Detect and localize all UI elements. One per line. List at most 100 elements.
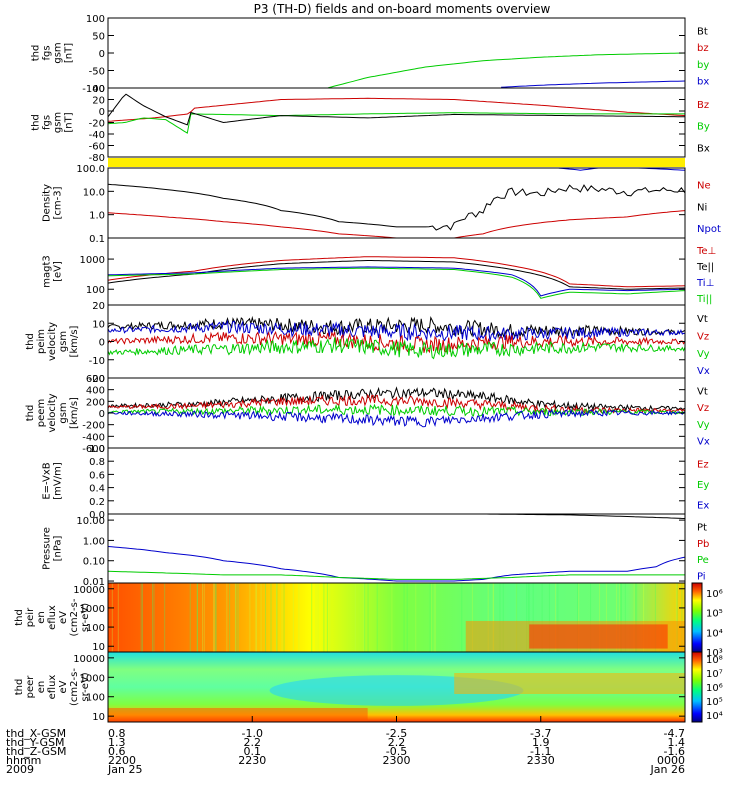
legend-entry: Te⊥	[696, 246, 716, 257]
spectrogram-stripe	[235, 583, 237, 652]
spectrogram-stripe	[557, 583, 559, 652]
legend-entry: Vz	[697, 331, 709, 342]
y-tick-label: -40	[89, 130, 105, 141]
series-Vx-line	[107, 319, 686, 342]
legend-entry: Pb	[697, 539, 709, 550]
y-axis-title-line: sr-eV)	[80, 603, 91, 632]
spectrogram-stripe	[298, 583, 300, 652]
series-Pi-line	[107, 546, 686, 582]
colorbar	[691, 651, 703, 723]
spectrogram-stripe	[260, 583, 262, 652]
series-Vy-line	[107, 403, 686, 417]
y-tick-label: -10	[89, 356, 105, 367]
y-axis-title-line: gsm	[58, 331, 69, 352]
panel-0: 100 50 0 -50 -100 thd fgs gsm [nT] Bt bz by bx	[31, 14, 710, 95]
y-axis-title: thd fgs gsm [nT]	[31, 42, 75, 63]
spectrogram-stripe	[229, 583, 231, 652]
spectrogram-stripe	[616, 583, 618, 652]
y-axis-title-line: gsm	[53, 42, 64, 63]
spectrogram-stripe	[406, 583, 408, 652]
ion-hot-core	[529, 624, 668, 649]
spectrogram-stripe	[363, 583, 365, 652]
legend-entry: Ex	[697, 501, 709, 512]
spectrogram-stripe	[532, 583, 534, 652]
legend-entry: Pe	[697, 555, 709, 566]
spectrogram-stripe	[541, 583, 543, 652]
legend-entry: Ni	[697, 202, 707, 213]
y-tick-label: 20	[92, 96, 105, 107]
electron-hot-region	[454, 673, 685, 694]
spectrogram-stripe	[578, 583, 580, 652]
spectrogram-stripe	[276, 583, 278, 652]
y-tick-label: 10	[92, 712, 105, 723]
y-axis-title-line: eflux	[47, 675, 58, 700]
legend-entry: by	[697, 60, 709, 71]
y-tick-label: -600	[82, 444, 105, 455]
y-tick-label: 10000	[73, 585, 105, 596]
y-axis-title-line: sr-eV)	[80, 672, 91, 701]
y-tick-label: 10000	[73, 654, 105, 665]
panel-2	[108, 158, 685, 167]
legend-entry: Te||	[696, 262, 714, 273]
spectrogram-stripe	[281, 583, 283, 652]
spectrogram-stripe	[364, 583, 366, 652]
y-axis-title: magt3 [eV]	[42, 255, 64, 288]
colorbar	[691, 582, 703, 653]
y-tick-label: 0.1	[89, 234, 105, 245]
series-By-line	[107, 112, 685, 134]
y-axis-title-line: peir	[25, 607, 36, 627]
series-Vy-line	[107, 337, 686, 360]
y-axis-title-line: [cm-3]	[53, 186, 64, 219]
footer-value: 0.6	[108, 745, 126, 758]
footer-value: -2.5	[386, 727, 407, 740]
colorbar-tick-label: 10⁴	[706, 628, 723, 639]
legend-entry: bz	[697, 43, 709, 54]
footer-ephemeris: thd_X-GSM 0.8 -1.0 -2.5 -3.7 -4.7 thd_Y-GSM 1.3…	[6, 727, 685, 776]
y-tick-label: 10	[92, 319, 105, 330]
y-tick-label: 100	[86, 693, 105, 704]
spectrogram-stripe	[676, 583, 678, 652]
panel-4: 1000 100 magt3 [eV] Te⊥ Te|| Ti⊥ Ti||	[42, 237, 716, 306]
y-axis-title-line: thd	[25, 333, 36, 350]
spectrogram-stripe	[196, 583, 198, 652]
y-tick-label: 1.00	[83, 536, 105, 547]
spectrogram-stripe	[635, 583, 637, 652]
spectrogram-stripe	[265, 583, 267, 652]
y-tick-label: 0.01	[83, 577, 105, 588]
footer-row-label: 2009	[6, 763, 34, 776]
spectrogram-stripe	[164, 583, 166, 652]
y-axis-title-line: [km/s]	[69, 325, 80, 357]
y-axis-title: thd peim velocity gsm [km/s]	[25, 322, 80, 361]
spectrogram-stripe	[683, 583, 685, 652]
colorbar-tick-label: 10⁵	[706, 697, 723, 708]
colorbar-tick-label: 10⁶	[706, 683, 723, 694]
spectrogram-stripe	[502, 583, 504, 652]
colorbar-tick-label: 10⁸	[706, 655, 723, 666]
y-tick-label: -50	[89, 67, 105, 78]
spectrogram-stripe	[621, 583, 623, 652]
spectrogram-stripe	[555, 583, 557, 652]
spectrogram-stripe	[292, 583, 294, 652]
footer-row-label: thd_Y-GSM	[6, 736, 65, 749]
spectrogram-stripe	[492, 583, 494, 652]
footer-value: 0000	[657, 754, 685, 767]
colorbar-tick-label: 10³	[706, 648, 723, 659]
y-tick-label: 0.2	[89, 497, 105, 508]
series-Bx-line	[107, 93, 686, 126]
y-axis-title-line: Density	[42, 184, 53, 222]
figure-title: P3 (TH-D) fields and on-board moments ov…	[254, 2, 551, 16]
spectrogram-stripe	[599, 583, 601, 652]
spectrogram-stripe	[215, 583, 217, 652]
y-tick-label: -100	[82, 84, 105, 95]
footer-value: -1.6	[664, 745, 685, 758]
y-axis-title: Density [cm-3]	[42, 184, 64, 222]
y-axis-title-line: magt3	[42, 255, 53, 288]
spectrogram-stripe	[605, 583, 607, 652]
legend-entry: Ne	[697, 180, 711, 191]
spectrogram-stripe	[354, 583, 356, 652]
legend-entry: Ti||	[696, 294, 712, 305]
spectrogram-stripe	[461, 583, 463, 652]
